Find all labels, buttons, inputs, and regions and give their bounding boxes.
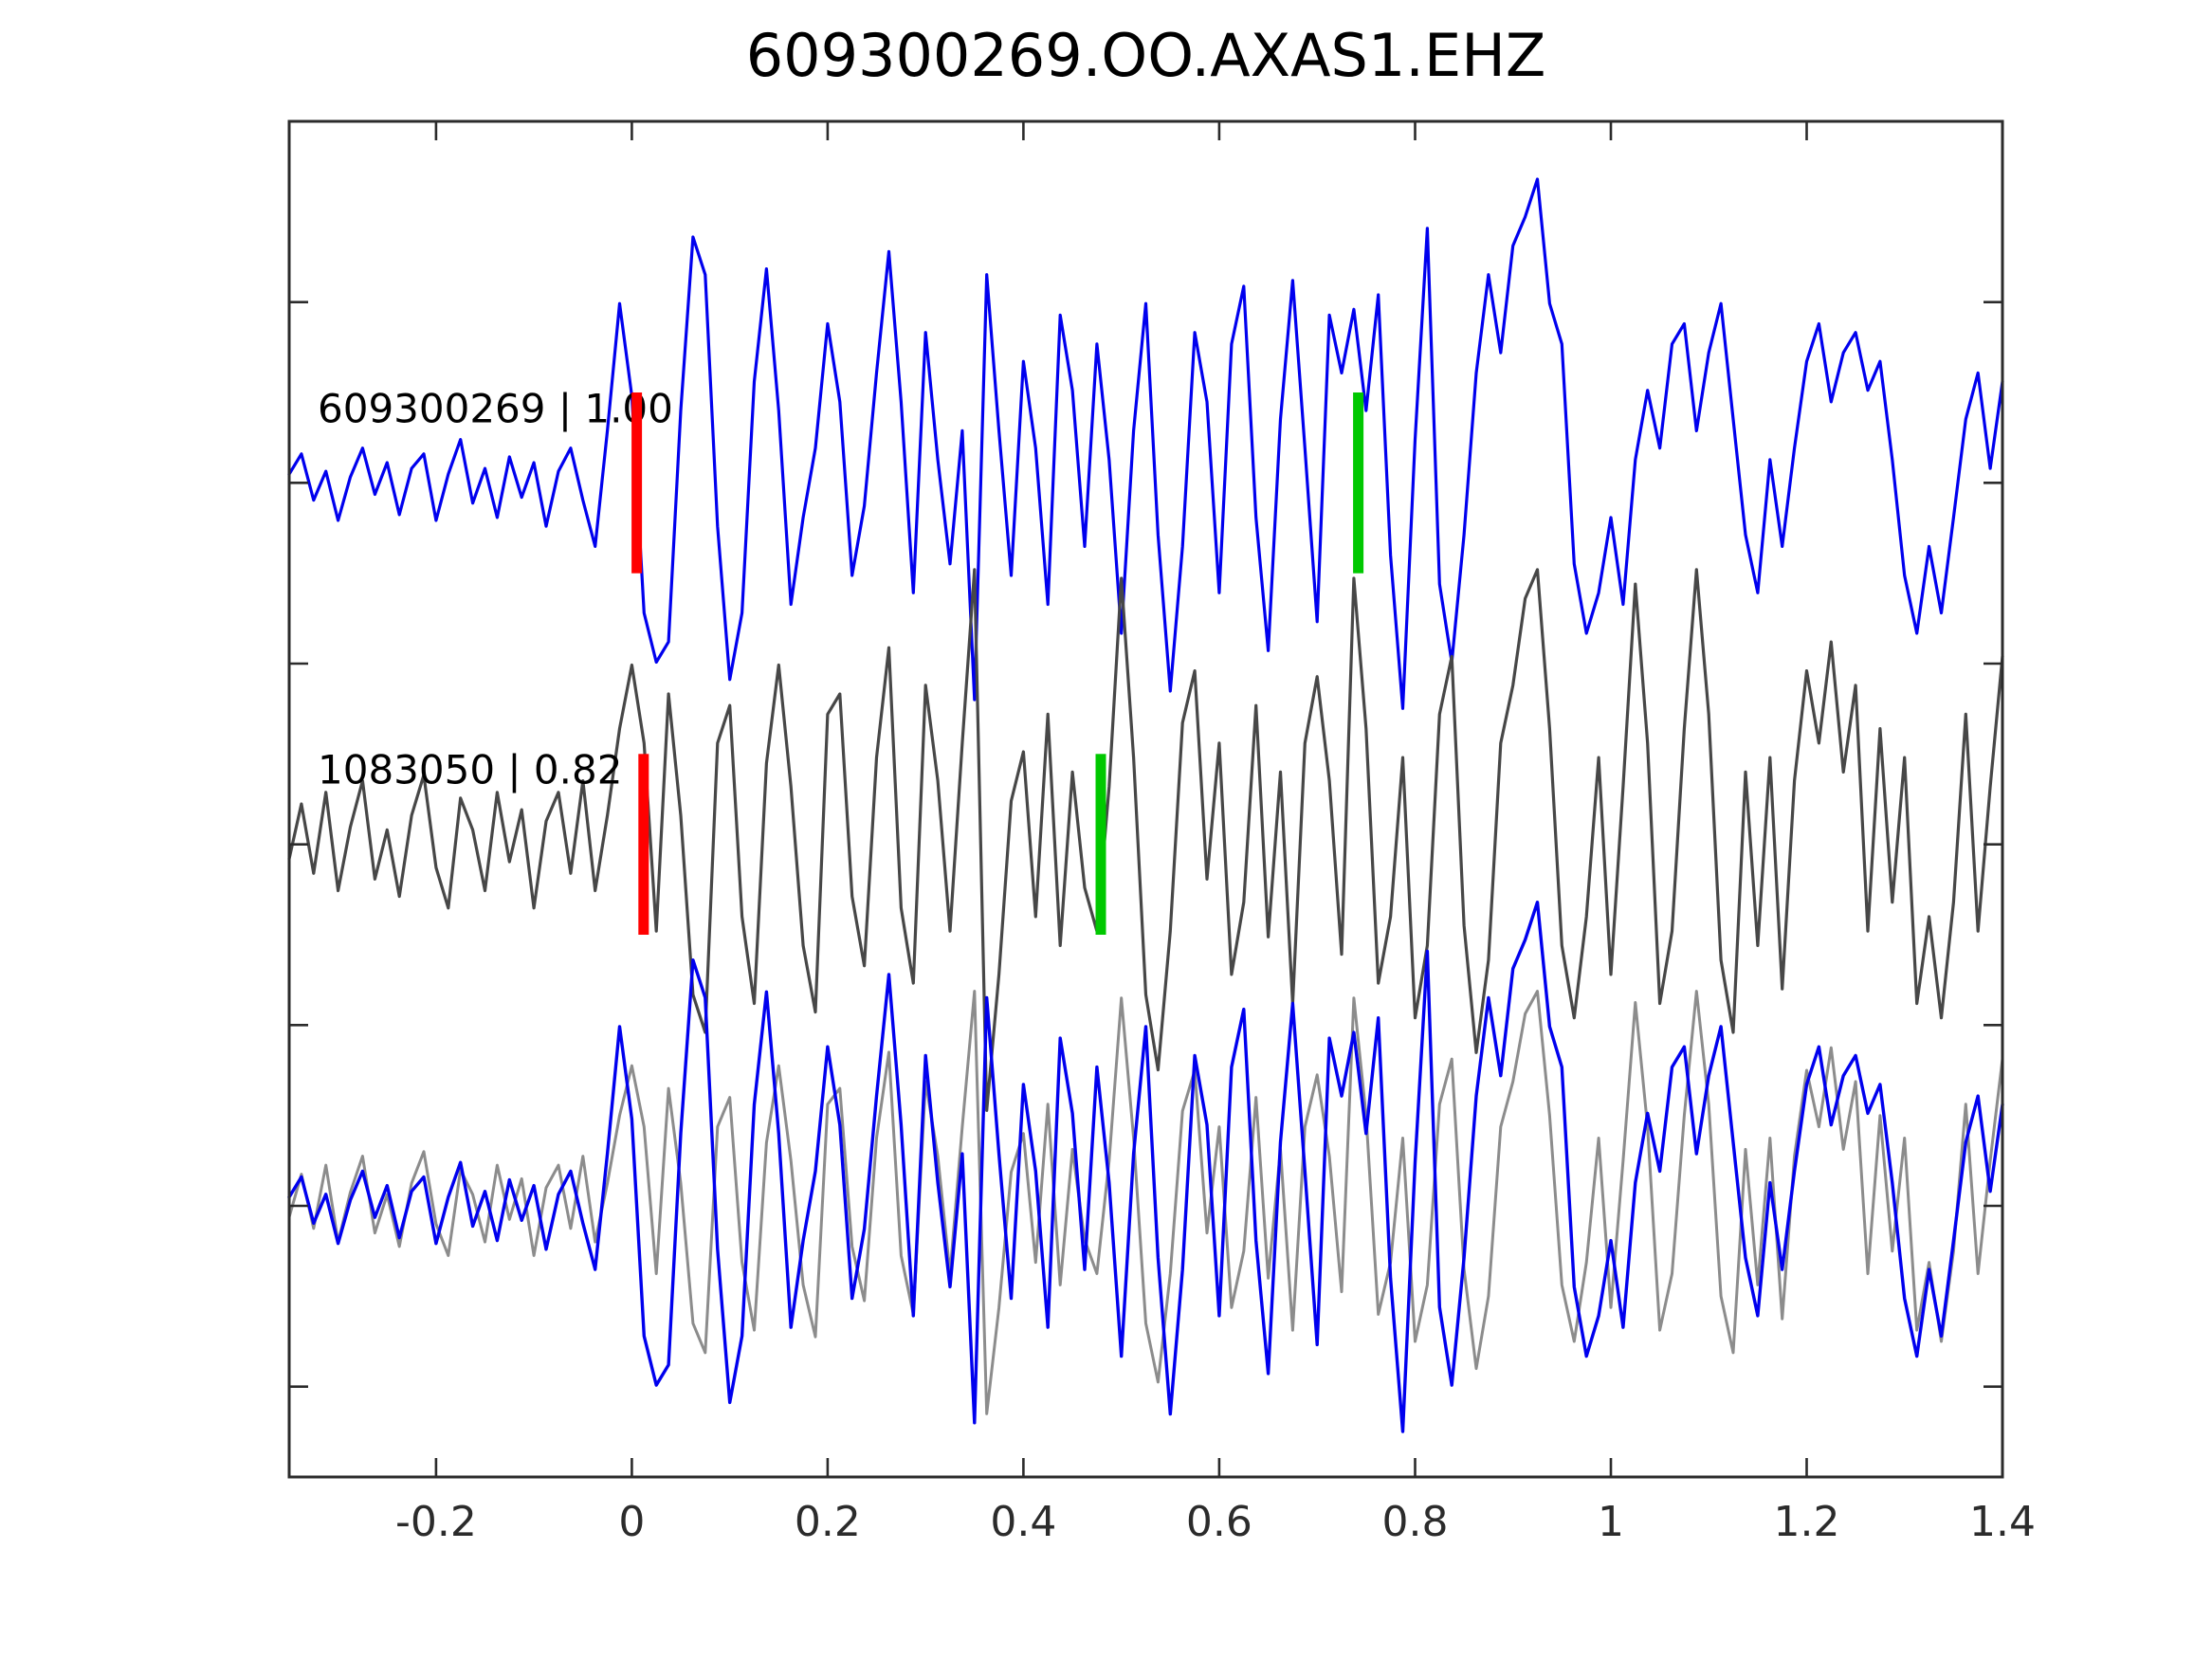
overlay-template-trace-line (287, 901, 2004, 1433)
detection-trace-label: 1083050 | 0.82 (318, 747, 622, 793)
chart-title: 609300269.OO.AXAS1.EHZ (745, 21, 1546, 90)
x-tick-label: 1 (1598, 1498, 1624, 1546)
x-tick-label: 0.4 (990, 1498, 1056, 1546)
x-tick-label: -0.2 (395, 1498, 477, 1546)
x-tick-label: 0 (618, 1498, 645, 1546)
template-trace-pick-red (631, 392, 643, 574)
x-tick-label: 1.4 (1969, 1498, 2036, 1546)
x-tick-label: 0.6 (1186, 1498, 1252, 1546)
x-tick-label: 0.8 (1382, 1498, 1449, 1546)
x-tick-label: 1.2 (1774, 1498, 1840, 1546)
detection-trace-pick-green (1095, 754, 1106, 935)
detection-trace-pick-red (638, 754, 649, 935)
axes-frame (287, 119, 2004, 1479)
overlay-detection-trace-line (287, 990, 2004, 1415)
template-trace-line (287, 177, 2004, 710)
template-trace-label: 609300269 | 1.00 (318, 385, 673, 431)
x-tick-label: 0.2 (795, 1498, 861, 1546)
detection-trace-line (287, 568, 2004, 1112)
template-trace-pick-green (1353, 392, 1364, 574)
